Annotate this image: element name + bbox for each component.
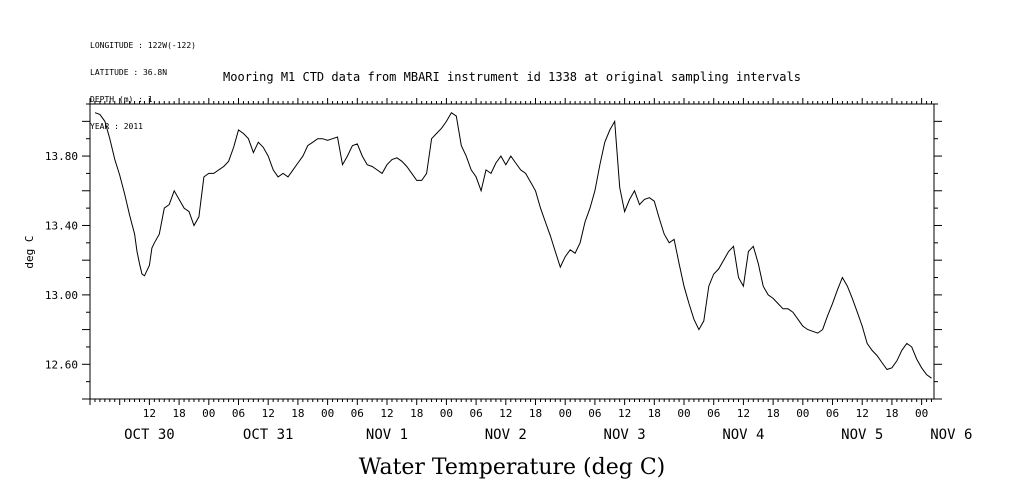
x-tick-label: 00 <box>202 407 215 420</box>
x-day-label: OCT 31 <box>243 427 294 443</box>
axis-tick-labels: 12.60 13.00 13.40 13.80 12 18 00 06 12 18 00 06 12 18… <box>45 150 973 443</box>
x-tick-label: 06 <box>232 407 245 420</box>
x-tick-label: 12 <box>856 407 869 420</box>
header-line-latitude: LATITUDE : 36.8N <box>90 68 168 77</box>
x-tick-label: 18 <box>291 407 304 420</box>
header-metadata: LONGITUDE : 122W(-122) LATITUDE : 36.8N … <box>90 23 196 149</box>
x-day-label: NOV 6 <box>930 427 972 443</box>
x-tick-label: 00 <box>321 407 334 420</box>
plot-frame <box>89 103 935 400</box>
series-line-water-temperature <box>94 111 932 379</box>
x-tick-label: 12 <box>380 407 393 420</box>
x-tick-label: 06 <box>707 407 720 420</box>
x-tick-label: 12 <box>618 407 631 420</box>
x-tick-label: 00 <box>559 407 572 420</box>
y-tick-label: 13.40 <box>45 219 78 232</box>
x-tick-label: 12 <box>737 407 750 420</box>
x-tick-label: 12 <box>499 407 512 420</box>
x-tick-label: 18 <box>766 407 779 420</box>
x-tick-label: 06 <box>826 407 839 420</box>
header-line-longitude: LONGITUDE : 122W(-122) <box>90 41 196 50</box>
x-tick-label: 18 <box>529 407 542 420</box>
x-tick-label: 06 <box>469 407 482 420</box>
x-day-label: OCT 30 <box>124 427 175 443</box>
x-day-label: NOV 3 <box>604 427 646 443</box>
x-tick-label: 12 <box>143 407 156 420</box>
x-day-label: NOV 1 <box>366 427 408 443</box>
x-tick-label: 18 <box>648 407 661 420</box>
x-tick-label: 18 <box>410 407 423 420</box>
y-tick-label: 13.00 <box>45 289 78 302</box>
x-tick-label: 00 <box>677 407 690 420</box>
y-tick-label: 13.80 <box>45 150 78 163</box>
axis-ticks <box>82 98 942 405</box>
x-tick-label: 06 <box>351 407 364 420</box>
x-tick-label: 00 <box>440 407 453 420</box>
x-tick-label: 06 <box>588 407 601 420</box>
y-axis-label: deg C <box>23 235 36 268</box>
x-day-label: NOV 2 <box>485 427 527 443</box>
x-axis-title: Water Temperature (deg C) <box>359 455 666 480</box>
y-tick-label: 12.60 <box>45 358 78 371</box>
header-line-year: YEAR : 2011 <box>90 122 143 131</box>
x-tick-label: 00 <box>796 407 809 420</box>
header-line-depth: DEPTH (m) : 1 <box>90 95 153 104</box>
x-tick-label: 00 <box>915 407 928 420</box>
chart-title: Mooring M1 CTD data from MBARI instrumen… <box>223 70 801 84</box>
x-tick-label: 18 <box>885 407 898 420</box>
x-day-label: NOV 5 <box>841 427 883 443</box>
x-tick-label: 12 <box>262 407 275 420</box>
x-day-label: NOV 4 <box>722 427 764 443</box>
x-tick-label: 18 <box>172 407 185 420</box>
